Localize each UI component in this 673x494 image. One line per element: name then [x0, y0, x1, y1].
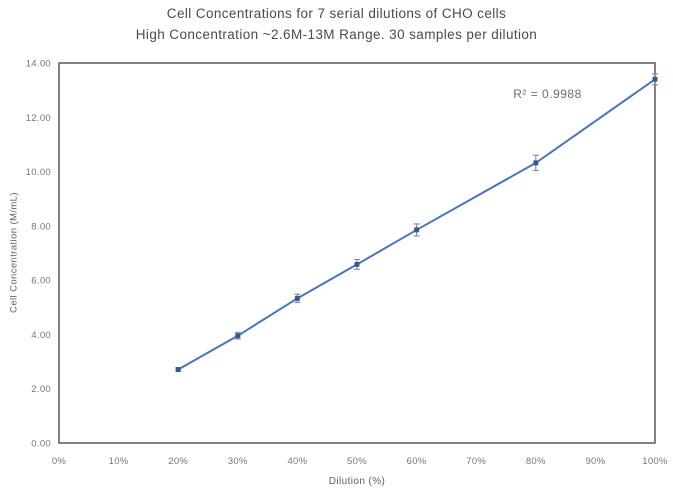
x-tick-label: 10%	[109, 456, 129, 467]
y-tick-label: 14.00	[26, 59, 51, 70]
x-axis-label: Dilution (%)	[328, 476, 386, 487]
x-tick-label: 100%	[642, 456, 668, 467]
y-tick-label: 0.00	[31, 439, 51, 450]
x-tick-label: 60%	[407, 456, 427, 467]
data-point-marker	[354, 261, 360, 267]
y-tick-label: 8.00	[31, 221, 51, 232]
data-point-marker	[294, 295, 300, 301]
y-tick-label: 12.00	[26, 113, 51, 124]
data-point-marker	[414, 227, 420, 233]
chart-subtitle: High Concentration ~2.6M-13M Range. 30 s…	[135, 27, 538, 42]
y-tick-label: 10.00	[26, 167, 51, 178]
data-point-marker	[652, 76, 658, 82]
chart-title: Cell Concentrations for 7 serial dilutio…	[166, 6, 507, 21]
x-tick-label: 50%	[347, 456, 367, 467]
x-tick-label: 20%	[168, 456, 188, 467]
x-tick-label: 0%	[52, 456, 67, 467]
y-tick-label: 2.00	[31, 384, 51, 395]
x-tick-label: 40%	[287, 456, 307, 467]
x-tick-label: 30%	[228, 456, 248, 467]
r-squared-annotation: R² = 0.9988	[513, 87, 582, 101]
y-tick-label: 4.00	[31, 330, 51, 341]
data-point-marker	[175, 366, 181, 372]
plot-border	[58, 62, 656, 444]
x-tick-label: 80%	[526, 456, 546, 467]
y-tick-label: 6.00	[31, 276, 51, 287]
x-tick-label: 90%	[585, 456, 605, 467]
data-point-marker	[235, 333, 241, 339]
y-axis-label: Cell Concentration (M/mL)	[8, 192, 20, 313]
x-tick-label: 70%	[466, 456, 486, 467]
data-point-marker	[533, 160, 539, 166]
